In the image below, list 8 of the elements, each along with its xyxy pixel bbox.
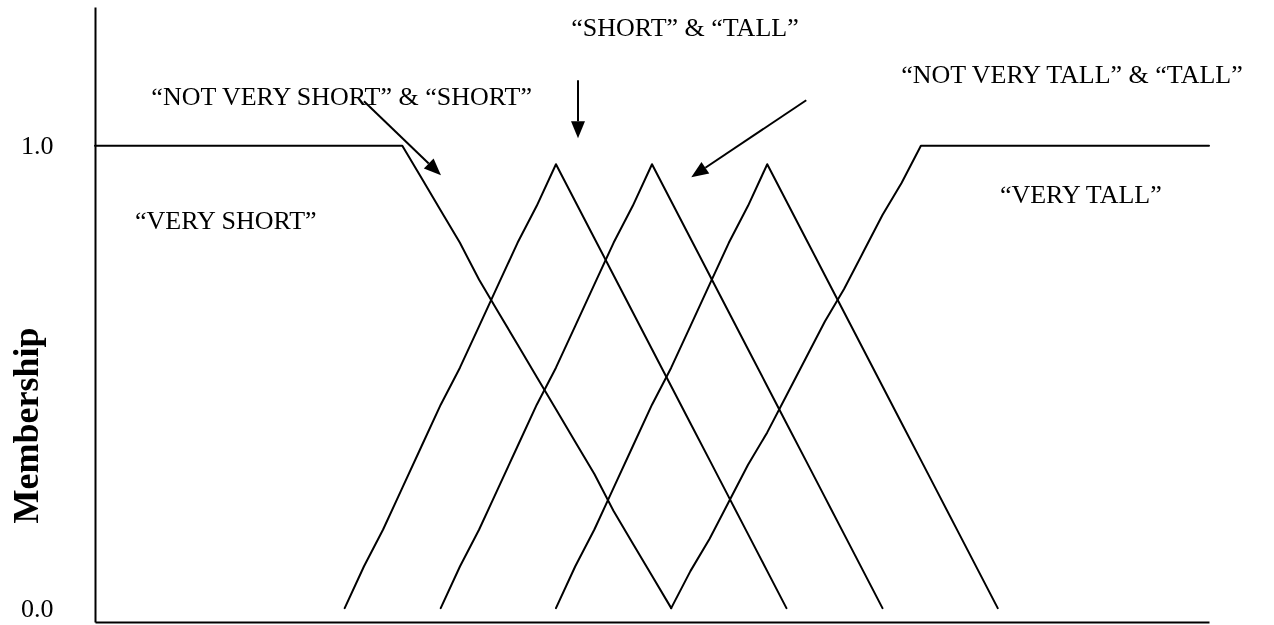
y-tick-label: 0.0	[21, 593, 54, 623]
y-tick-label: 1.0	[21, 131, 54, 161]
annotation: “SHORT” & “TALL”	[571, 13, 799, 43]
series-label: “VERY TALL”	[999, 179, 1162, 209]
annotation: “NOT VERY SHORT” & “SHORT”	[151, 82, 532, 112]
text: “VERY SHORT”	[135, 205, 317, 235]
annotation: “NOT VERY TALL” & “TALL”	[901, 60, 1243, 90]
y-axis-title: Membership	[5, 327, 46, 524]
